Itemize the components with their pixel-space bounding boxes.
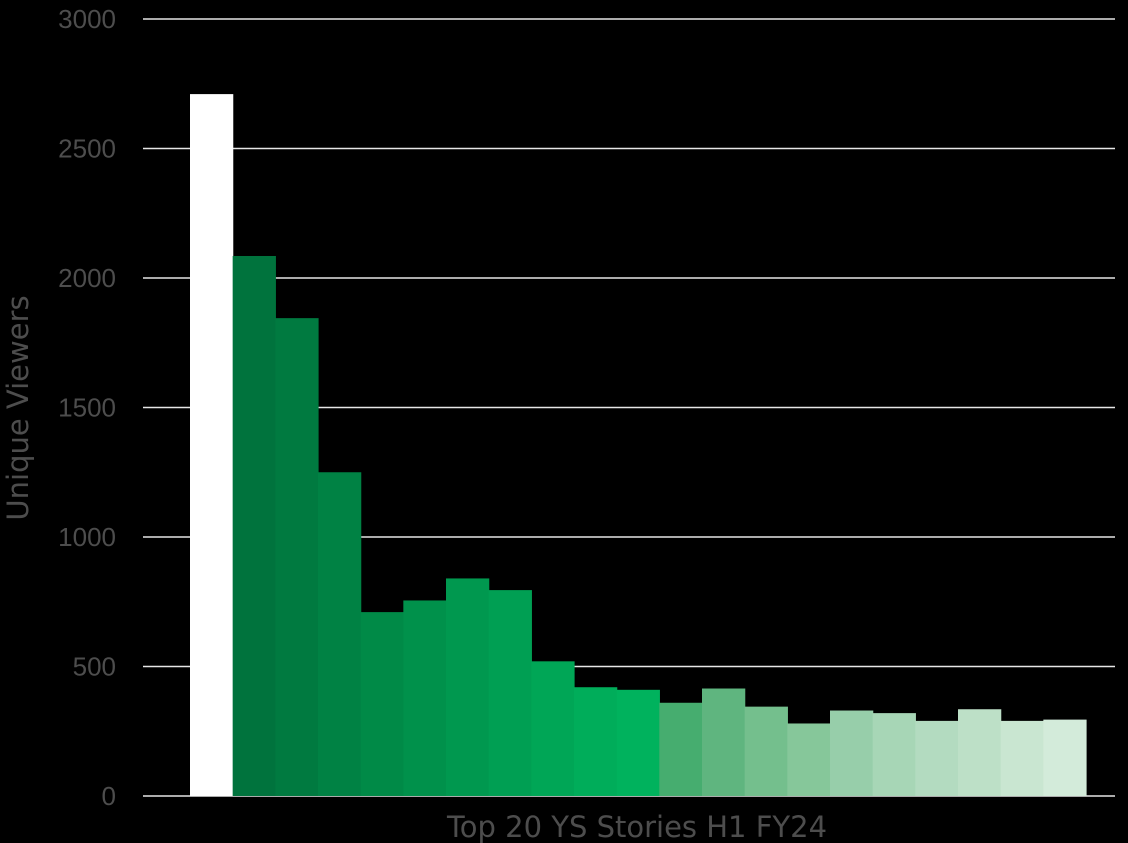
x-axis-title: Top 20 YS Stories H1 FY24 — [446, 810, 827, 843]
bar — [190, 94, 234, 797]
bar — [531, 661, 575, 796]
bar — [830, 710, 874, 796]
y-tick-label: 2000 — [58, 263, 116, 293]
bar — [915, 720, 959, 796]
bar — [1000, 720, 1044, 796]
bars — [190, 94, 1087, 797]
y-axis-ticks: 0 500 1000 1500 2000 2500 3000 — [58, 4, 116, 811]
y-tick-label: 3000 — [58, 4, 116, 34]
bar — [360, 612, 404, 796]
bar — [616, 689, 660, 796]
y-tick-label: 0 — [102, 781, 116, 811]
bar — [403, 600, 447, 796]
bar — [446, 578, 490, 796]
bar — [744, 706, 788, 796]
bar — [488, 590, 532, 796]
y-tick-label: 2500 — [58, 134, 116, 164]
y-tick-label: 1000 — [58, 522, 116, 552]
bar — [275, 318, 319, 796]
bar — [872, 713, 916, 796]
bar — [574, 687, 618, 796]
y-axis-title: Unique Viewers — [1, 295, 35, 520]
bar — [958, 709, 1002, 796]
y-tick-label: 500 — [73, 652, 116, 682]
bar — [1043, 719, 1087, 796]
bar — [787, 723, 831, 796]
bar — [318, 472, 362, 796]
bar — [659, 702, 703, 796]
bar — [702, 688, 746, 796]
y-tick-label: 1500 — [58, 393, 116, 423]
bar — [232, 255, 276, 797]
